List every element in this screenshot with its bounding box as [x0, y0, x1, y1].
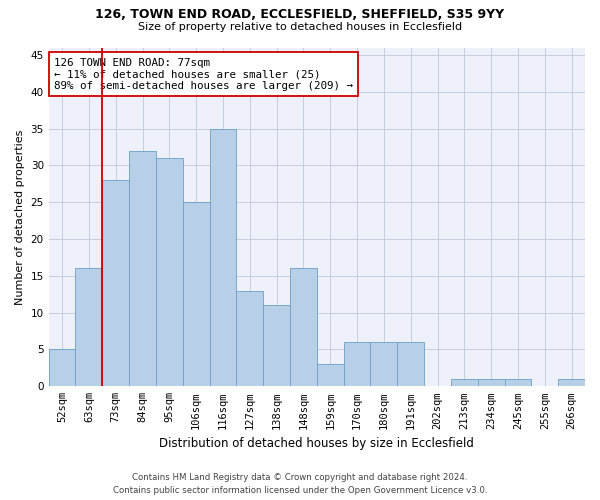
Bar [129, 150, 156, 386]
Text: Size of property relative to detached houses in Ecclesfield: Size of property relative to detached ho… [138, 22, 462, 32]
Bar [236, 290, 263, 386]
Bar [505, 379, 532, 386]
Bar [49, 350, 76, 387]
Bar [156, 158, 183, 386]
Y-axis label: Number of detached properties: Number of detached properties [15, 129, 25, 304]
Bar [290, 268, 317, 386]
X-axis label: Distribution of detached houses by size in Ecclesfield: Distribution of detached houses by size … [160, 437, 474, 450]
Bar [478, 379, 505, 386]
Text: Contains HM Land Registry data © Crown copyright and database right 2024.
Contai: Contains HM Land Registry data © Crown c… [113, 474, 487, 495]
Bar [317, 364, 344, 386]
Text: 126, TOWN END ROAD, ECCLESFIELD, SHEFFIELD, S35 9YY: 126, TOWN END ROAD, ECCLESFIELD, SHEFFIE… [95, 8, 505, 20]
Bar [76, 268, 103, 386]
Bar [103, 180, 129, 386]
Bar [370, 342, 397, 386]
Bar [344, 342, 370, 386]
Bar [183, 202, 209, 386]
Bar [263, 306, 290, 386]
Bar [451, 379, 478, 386]
Text: 126 TOWN END ROAD: 77sqm
← 11% of detached houses are smaller (25)
89% of semi-d: 126 TOWN END ROAD: 77sqm ← 11% of detach… [54, 58, 353, 91]
Bar [558, 379, 585, 386]
Bar [397, 342, 424, 386]
Bar [209, 128, 236, 386]
